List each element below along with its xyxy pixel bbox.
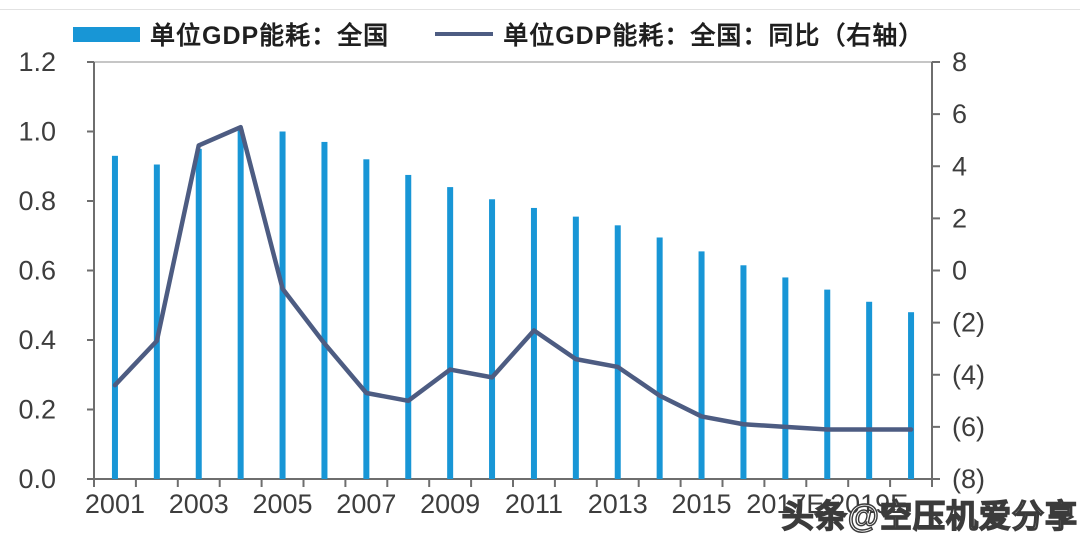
left-axis-labels: 1.2 1.0 0.8 0.6 0.4 0.2 0.0: [18, 47, 94, 494]
svg-text:2019E: 2019E: [830, 489, 908, 519]
bar-2006: [321, 141, 328, 480]
x-axis-labels: 2001 2003 2005 2007 2009 2011 2013 2015 2017E 201…: [85, 489, 908, 519]
axes: [93, 61, 933, 480]
bar-2012: [572, 216, 579, 479]
svg-text:2015: 2015: [672, 489, 732, 519]
bar-2015: [698, 251, 705, 479]
svg-text:(6): (6): [952, 412, 985, 442]
bar-2018: [824, 289, 831, 479]
right-axis-labels: 8 6 4 2 0 (2) (4) (6) (8): [932, 47, 985, 494]
x-axis-ticks: [93, 479, 933, 487]
yoy-line: [112, 124, 914, 432]
svg-text:0.6: 0.6: [18, 256, 56, 286]
svg-text:(2): (2): [952, 308, 985, 338]
legend-item-energy-intensity: 单位GDP能耗：全国: [73, 16, 389, 52]
bar-2020: [908, 312, 915, 479]
bar-2003: [195, 148, 202, 479]
bar-2011: [530, 207, 537, 479]
bar-2010: [489, 199, 496, 479]
svg-text:(4): (4): [952, 360, 985, 390]
bar-2004: [237, 129, 244, 479]
bar-2008: [405, 174, 412, 479]
legend-line-label: 单位GDP能耗：全国：同比（右轴）: [503, 22, 925, 50]
svg-text:6: 6: [952, 99, 967, 129]
svg-text:2013: 2013: [588, 489, 648, 519]
svg-text:0.8: 0.8: [18, 186, 56, 216]
svg-text:2003: 2003: [169, 489, 229, 519]
bar-2019: [866, 301, 873, 479]
svg-text:2: 2: [952, 203, 967, 233]
watermark-text: 头条@空压机爱分享: [781, 497, 1078, 534]
bar-2005: [279, 131, 286, 479]
top-divider: [0, 9, 1080, 10]
svg-text:0.0: 0.0: [18, 464, 56, 494]
bar-2017: [782, 277, 789, 479]
svg-text:2007: 2007: [336, 489, 396, 519]
svg-text:1.2: 1.2: [18, 47, 56, 77]
svg-text:2005: 2005: [253, 489, 313, 519]
svg-text:1.0: 1.0: [18, 117, 56, 147]
svg-text:0: 0: [952, 256, 967, 286]
bar-2014: [656, 237, 663, 479]
svg-text:2011: 2011: [505, 489, 563, 519]
legend-line-swatch: [435, 32, 494, 36]
bar-series: [111, 129, 915, 480]
legend-bar-label: 单位GDP能耗：全国: [150, 22, 390, 50]
svg-text:8: 8: [952, 47, 967, 77]
svg-text:2009: 2009: [420, 489, 480, 519]
svg-text:0.2: 0.2: [18, 395, 56, 425]
svg-text:2001: 2001: [85, 489, 145, 519]
bar-2002: [153, 164, 160, 479]
legend-bar-swatch: [73, 26, 140, 42]
legend-item-yoy: 单位GDP能耗：全国：同比（右轴）: [435, 16, 924, 52]
bar-2007: [363, 159, 370, 480]
svg-text:4: 4: [952, 151, 967, 181]
chart-legend: 单位GDP能耗：全国 单位GDP能耗：全国：同比（右轴）: [73, 16, 924, 52]
bar-2013: [614, 225, 621, 479]
svg-text:0.4: 0.4: [18, 325, 56, 355]
svg-text:2017E: 2017E: [746, 489, 824, 519]
svg-text:(8): (8): [952, 464, 985, 494]
bar-2016: [740, 265, 747, 479]
bar-2009: [447, 187, 454, 479]
bar-2001: [111, 155, 118, 479]
